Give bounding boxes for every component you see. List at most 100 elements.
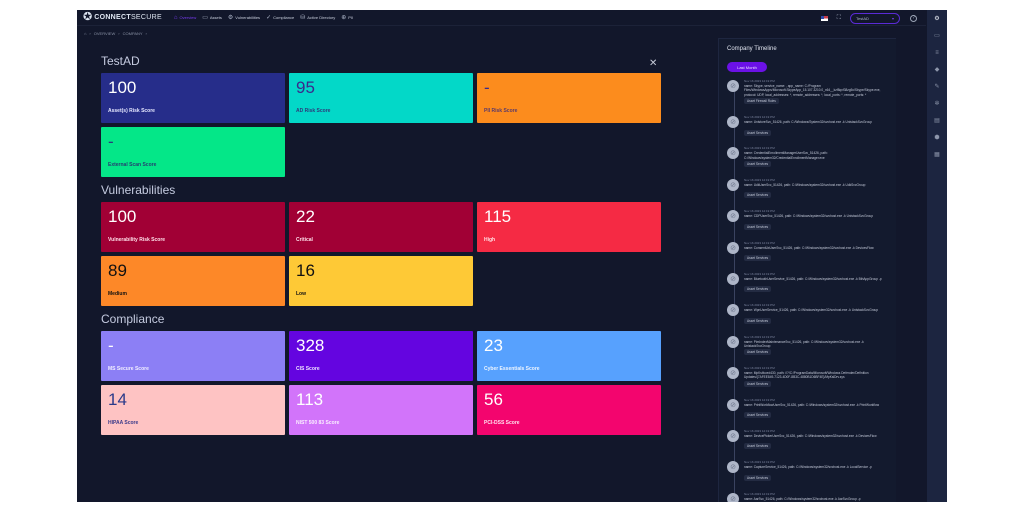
settings-icon[interactable]: ⚙ (934, 16, 940, 22)
timeline-text: name: UdkUserSvc_51426, path: C:/Windows… (744, 182, 866, 187)
breadcrumb-company[interactable]: COMPANY (122, 31, 143, 36)
us-flag-icon[interactable] (820, 15, 828, 21)
top-right-controls: ⛶ TestAD ▾ ? (820, 10, 927, 26)
score-card-ms-secure-score[interactable]: - MS Secure Score (101, 331, 285, 381)
score-card-pii-risk-score[interactable]: - PII Risk Score (477, 73, 661, 123)
score-label: High (484, 237, 496, 243)
logo[interactable]: ✪ CONNECTSECURE (83, 12, 162, 23)
timeline-tag[interactable]: Asset Services (744, 255, 772, 262)
timeline-tag[interactable]: Asset Services (744, 286, 772, 293)
company-select[interactable]: TestAD ▾ (850, 12, 900, 24)
timeline-tag[interactable]: Asset Services (744, 349, 772, 356)
timeline-item: ⊘ Nov 16 2023 12:19 PM name: UdkUserSvc_51… (727, 178, 893, 209)
timeline-item: ⊘ Nov 16 2023 12:19 PM name: CaptureServic… (727, 460, 893, 491)
timeline-date: Nov 16 2023 12:19 PM (744, 209, 775, 214)
help-icon[interactable]: ? (910, 14, 917, 22)
timeline-text: name: ConsentUxUserSvc_51426, path: C:/W… (744, 245, 874, 250)
timeline-line (734, 84, 735, 502)
timeline-text: name: WpnUserService_51426, path: C:/Win… (744, 308, 879, 313)
nav-item-overview[interactable]: ⌂ Overview (174, 15, 196, 21)
timeline-date: Nov 16 2023 12:19 PM (744, 491, 775, 496)
score-card-hipaa-score[interactable]: 14 HIPAA Score (101, 385, 285, 435)
score-label: PCI-DSS Score (484, 420, 520, 426)
score-card-nist-500-83-score[interactable]: 113 NIST 500 83 Score (289, 385, 473, 435)
timeline-item: ⊘ Nov 16 2023 12:19 PM name: DevicePickerU… (727, 429, 893, 460)
nav-item-pii[interactable]: ⊕ PII (341, 14, 353, 21)
score-card-ad-risk-score[interactable]: 95 AD Risk Score (289, 73, 473, 123)
score-card-cyber-essentials-score[interactable]: 23 Cyber Essentials Score (477, 331, 661, 381)
nav-item-active-directory[interactable]: ⛁ Active Directory (300, 14, 335, 21)
timeline-date: Nov 16 2023 12:19 PM (744, 115, 775, 119)
timeline-text: name: CaptureService_51426, path: C:/Win… (744, 465, 872, 470)
score-value: 56 (484, 390, 503, 409)
timeline-text: name: PrintWorkflowUserSvc_51426, path: … (744, 402, 880, 407)
fullscreen-icon[interactable]: ⛶ (836, 14, 841, 21)
nav-item-compliance[interactable]: ✓ Compliance (266, 14, 294, 21)
timeline-title: Company Timeline (727, 46, 777, 52)
score-value: 14 (108, 390, 127, 409)
score-card-low[interactable]: 16 Low (289, 256, 473, 306)
timeline-tag[interactable]: Asset Services (744, 317, 772, 324)
home-icon[interactable]: ⌂ (84, 31, 87, 36)
list-icon[interactable]: ≡ (935, 49, 939, 56)
score-dashboard: TestAD 100 Asset(s) Risk Score 95 AD Risk Sc… (101, 54, 663, 441)
shield-icon[interactable]: ⬢ (934, 135, 940, 141)
logo-text-bold: CONNECT (94, 14, 131, 21)
report-icon[interactable]: ▦ (934, 152, 940, 158)
close-icon[interactable]: ✕ (649, 58, 658, 69)
timeline-item: ⊘ Nov 16 2023 12:19 PM name: MpKslfcced430… (727, 366, 893, 397)
monitor-icon[interactable]: ▭ (934, 33, 940, 39)
main-nav: ⌂ Overview ▭ Assets ⚙ Vulnerabilities ✓ Complia… (174, 14, 359, 22)
score-label: External Scan Score (108, 162, 157, 168)
timeline-tag[interactable]: Asset Services (744, 192, 772, 199)
last-month-filter-button[interactable]: Last Month (727, 62, 767, 72)
score-card-vulnerability-risk-score[interactable]: 100 Vulnerability Risk Score (101, 202, 285, 252)
timeline-date: Nov 16 2023 12:19 PM (744, 397, 775, 402)
event-dot-icon: ⊘ (727, 335, 739, 348)
score-value: 95 (296, 78, 315, 97)
breadcrumb-overview[interactable]: OVERVIEW (93, 31, 116, 36)
timeline-item: ⊘ Nov 16 2023 12:19 PM name: AarSvc_51426,… (727, 492, 893, 502)
timeline-text: name: UnistoreSvc_51426, path: C:/Window… (744, 120, 872, 124)
timeline-date: Nov 16 2023 12:19 PM (744, 303, 775, 308)
timeline-text: name: Skype, service_name: , app_name: C… (744, 84, 881, 97)
timeline-tag[interactable]: Asset Services (744, 412, 772, 419)
check-circle-icon: ✓ (266, 15, 272, 21)
event-dot-icon: ⊘ (727, 304, 739, 317)
event-dot-icon: ⊘ (727, 429, 739, 442)
gear-icon[interactable]: ✲ (934, 101, 940, 107)
nav-item-assets[interactable]: ▭ Assets (202, 14, 222, 21)
score-card-pci-dss-score[interactable]: 56 PCI-DSS Score (477, 385, 661, 435)
timeline-tag[interactable]: Asset Services (744, 129, 772, 136)
score-card-cis-score[interactable]: 328 CIS Score (289, 331, 473, 381)
timeline-tag[interactable]: Asset Services (744, 380, 772, 387)
nav-item-vulnerabilities[interactable]: ⚙ Vulnerabilities (228, 14, 260, 21)
tag-icon[interactable]: ◆ (934, 67, 940, 73)
timeline-text: name: CredentialEnrollmentManagerUserSvc… (744, 151, 828, 160)
edit-icon[interactable]: ✎ (934, 84, 940, 90)
score-value: 89 (108, 261, 127, 280)
breadcrumb-separator: › (118, 31, 120, 36)
company-select-value: TestAD (856, 15, 869, 21)
timeline-date: Nov 16 2023 12:19 PM (744, 177, 775, 182)
timeline-text: name: CDPUserSvc_51426, path: C:/Windows… (744, 214, 873, 219)
company-timeline-panel: Company Timeline Last Month ⊘ Nov 16 2023… (718, 38, 896, 502)
storage-icon[interactable]: ▤ (934, 118, 940, 124)
timeline-date: Nov 16 2023 12:19 PM (744, 146, 775, 151)
score-card-medium[interactable]: 89 Medium (101, 256, 285, 306)
timeline-tag[interactable]: Asset Services (744, 223, 772, 230)
score-label: Cyber Essentials Score (484, 366, 540, 372)
timeline-tag[interactable]: Asset Services (744, 443, 772, 450)
score-card-high[interactable]: 115 High (477, 202, 661, 252)
score-card-critical[interactable]: 22 Critical (289, 202, 473, 252)
nav-item-label: Active Directory (307, 15, 336, 20)
timeline-date: Nov 16 2023 12:19 PM (744, 271, 775, 276)
score-card-external-scan-score[interactable]: - External Scan Score (101, 127, 285, 177)
card-grid: 100 Asset(s) Risk Score 95 AD Risk Score - PI… (101, 73, 663, 177)
timeline-tag[interactable]: Asset Services (744, 160, 772, 167)
breadcrumb: ⌂ › OVERVIEW › COMPANY › (84, 31, 147, 36)
score-card-asset-s-risk-score[interactable]: 100 Asset(s) Risk Score (101, 73, 285, 123)
timeline-text: name: AarSvc_51426, path: C:/Windows/sys… (744, 496, 861, 501)
timeline-tag[interactable]: Asset Services (744, 474, 772, 481)
timeline-tag[interactable]: Asset Firewall Rules (744, 98, 779, 104)
